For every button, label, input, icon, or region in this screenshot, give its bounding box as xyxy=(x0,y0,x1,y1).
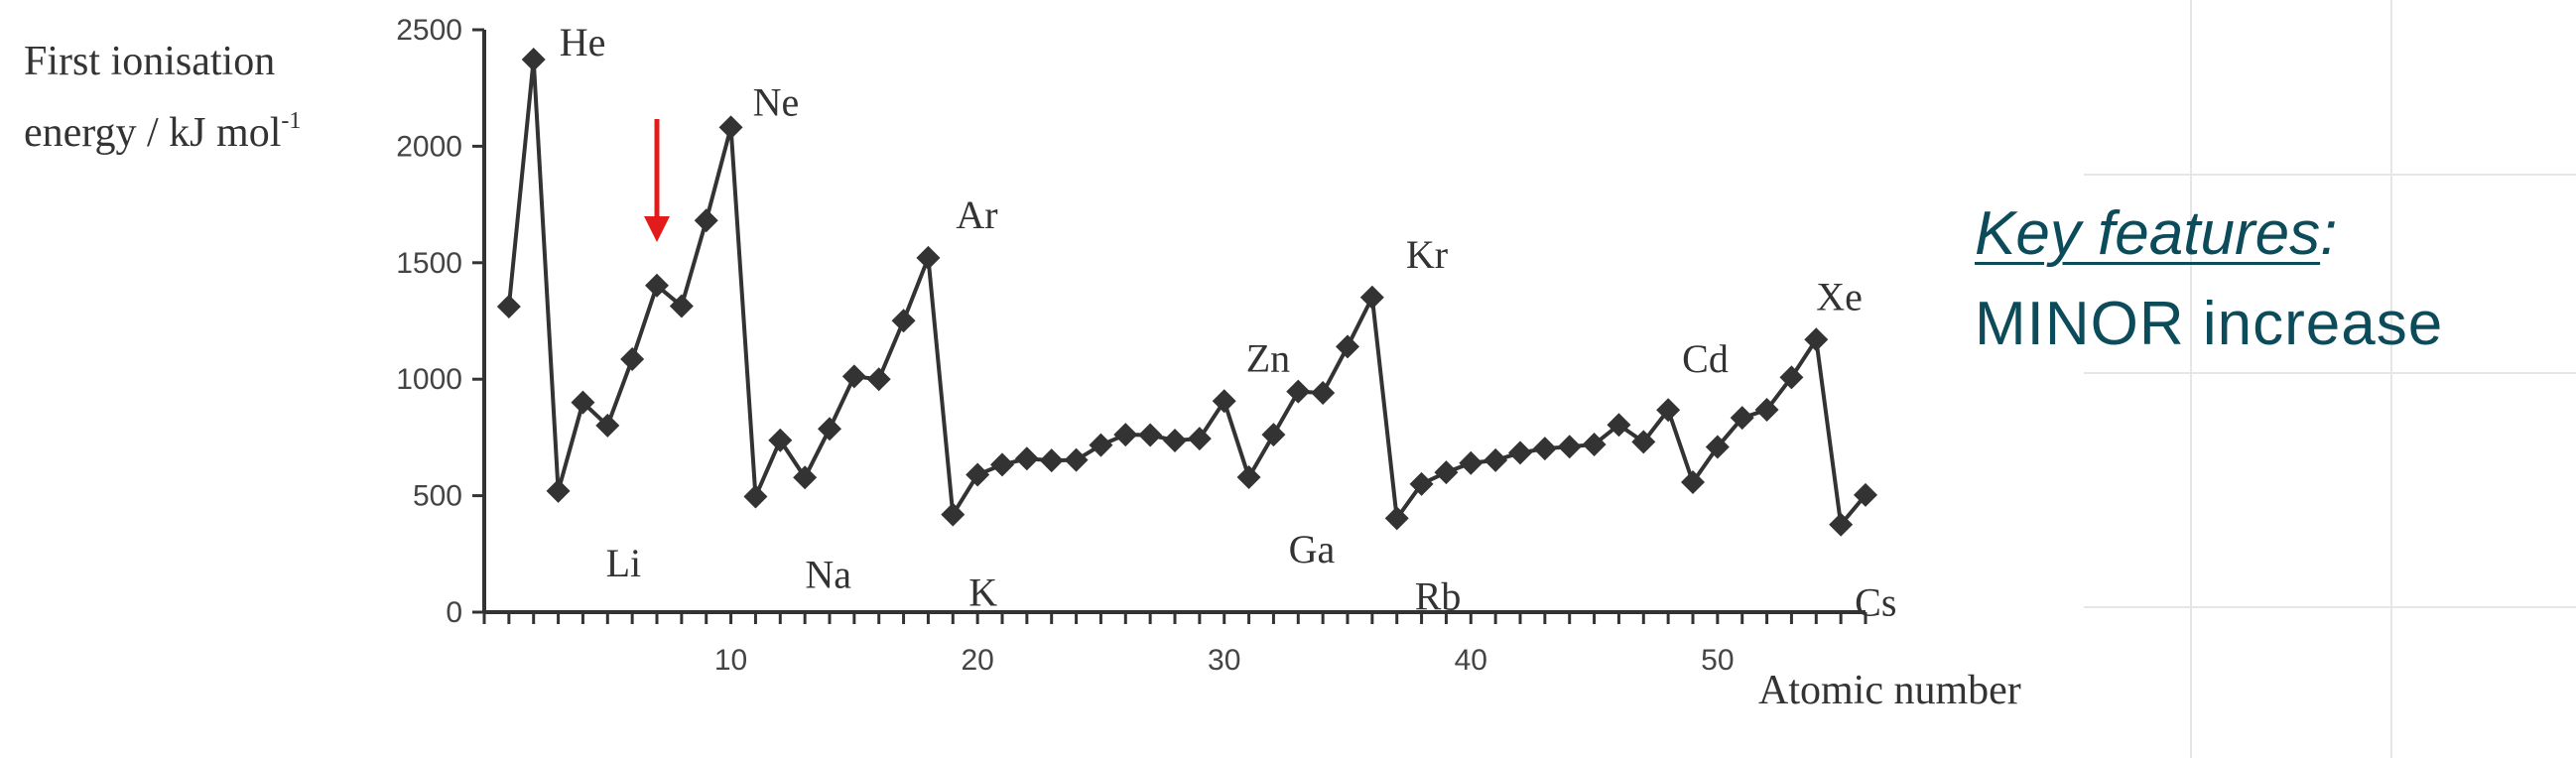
data-point-36 xyxy=(1359,285,1384,310)
element-label-k: K xyxy=(968,570,997,615)
element-label-he: He xyxy=(560,20,606,64)
y-axis-label-line2-text: energy / kJ mol xyxy=(24,110,282,156)
data-point-45 xyxy=(1582,432,1607,456)
data-point-33 xyxy=(1286,379,1311,404)
y-axis-label-line2: energy / kJ mol-1 xyxy=(24,91,301,163)
data-point-29 xyxy=(1187,427,1212,451)
data-point-17 xyxy=(891,309,916,333)
data-point-4 xyxy=(571,390,595,415)
y-tick-label-500: 500 xyxy=(413,480,462,513)
data-point-28 xyxy=(1163,428,1187,452)
data-point-49 xyxy=(1681,469,1705,494)
data-point-53 xyxy=(1779,365,1804,390)
x-tick-label-10: 10 xyxy=(714,644,747,677)
data-point-22 xyxy=(1014,446,1039,471)
element-label-ga: Ga xyxy=(1289,527,1336,571)
data-point-20 xyxy=(966,462,990,487)
element-label-rb: Rb xyxy=(1415,573,1462,618)
data-point-10 xyxy=(718,115,743,140)
data-point-18 xyxy=(916,245,941,270)
y-axis-label-superscript: -1 xyxy=(281,108,302,134)
data-point-35 xyxy=(1336,334,1359,359)
data-point-15 xyxy=(841,364,866,389)
y-tick-label-2000: 2000 xyxy=(396,130,462,163)
x-tick-label-20: 20 xyxy=(961,644,993,677)
y-tick-label-1000: 1000 xyxy=(396,363,462,396)
data-point-11 xyxy=(743,484,768,509)
data-point-54 xyxy=(1804,327,1829,352)
element-label-cd: Cd xyxy=(1682,336,1729,381)
series-line xyxy=(506,59,1868,530)
data-point-12 xyxy=(768,428,793,452)
x-tick-label-30: 30 xyxy=(1208,644,1240,677)
key-features-panel: Key features: MINOR increase xyxy=(1975,198,2443,359)
data-point-2 xyxy=(521,48,546,72)
data-point-8 xyxy=(669,294,694,318)
data-point-5 xyxy=(595,413,620,438)
data-point-55 xyxy=(1829,512,1854,537)
data-point-1 xyxy=(496,294,521,318)
element-label-zn: Zn xyxy=(1246,335,1290,380)
data-point-27 xyxy=(1138,423,1163,447)
element-label-li: Li xyxy=(606,541,642,585)
key-features-colon: : xyxy=(2320,199,2338,268)
data-point-41 xyxy=(1483,447,1508,472)
element-label-xe: Xe xyxy=(1816,274,1863,318)
highlight-arrow-head xyxy=(644,216,670,242)
data-point-42 xyxy=(1508,441,1532,465)
data-point-30 xyxy=(1212,389,1236,414)
data-point-14 xyxy=(818,417,841,442)
data-point-51 xyxy=(1730,406,1754,431)
data-point-56 xyxy=(1854,482,1877,507)
data-point-50 xyxy=(1705,435,1730,459)
data-point-6 xyxy=(620,347,645,372)
data-point-40 xyxy=(1459,450,1483,475)
element-label-ar: Ar xyxy=(956,192,997,237)
x-tick-label-50: 50 xyxy=(1701,644,1734,677)
data-point-13 xyxy=(793,465,818,490)
y-axis-label: First ionisation energy / kJ mol-1 xyxy=(24,32,301,163)
y-axis-label-line1: First ionisation xyxy=(24,39,276,84)
data-point-48 xyxy=(1656,398,1681,423)
data-point-24 xyxy=(1064,447,1089,472)
data-point-23 xyxy=(1039,448,1064,473)
minor-increase-text: MINOR increase xyxy=(1975,290,2444,358)
y-tick-label-1500: 1500 xyxy=(396,247,462,280)
data-point-38 xyxy=(1409,471,1434,496)
element-label-ne: Ne xyxy=(753,79,800,124)
data-point-44 xyxy=(1557,435,1582,459)
data-point-37 xyxy=(1384,506,1409,531)
data-point-7 xyxy=(645,273,669,298)
x-tick-label-40: 40 xyxy=(1455,644,1487,677)
data-point-47 xyxy=(1631,430,1656,454)
data-point-31 xyxy=(1236,465,1261,490)
data-point-43 xyxy=(1532,437,1557,461)
data-point-3 xyxy=(546,478,571,503)
data-point-9 xyxy=(694,208,718,233)
data-point-46 xyxy=(1607,413,1631,438)
y-tick-label-0: 0 xyxy=(446,596,462,629)
data-point-26 xyxy=(1113,423,1138,447)
y-tick-label-2500: 2500 xyxy=(396,14,462,47)
element-label-cs: Cs xyxy=(1855,580,1896,625)
element-label-kr: Kr xyxy=(1406,232,1448,277)
key-features-label: Key features xyxy=(1975,199,2321,268)
data-point-52 xyxy=(1754,397,1779,422)
data-point-19 xyxy=(941,502,966,527)
data-point-16 xyxy=(866,367,891,392)
data-point-32 xyxy=(1261,423,1286,447)
data-point-34 xyxy=(1311,381,1336,406)
data-point-25 xyxy=(1089,433,1113,457)
chart-background xyxy=(0,0,2084,758)
element-label-na: Na xyxy=(805,553,851,597)
data-point-39 xyxy=(1434,460,1459,485)
data-point-21 xyxy=(990,452,1014,477)
key-features-heading: Key features: xyxy=(1975,198,2443,269)
x-axis-label: Atomic number xyxy=(1758,668,2021,713)
